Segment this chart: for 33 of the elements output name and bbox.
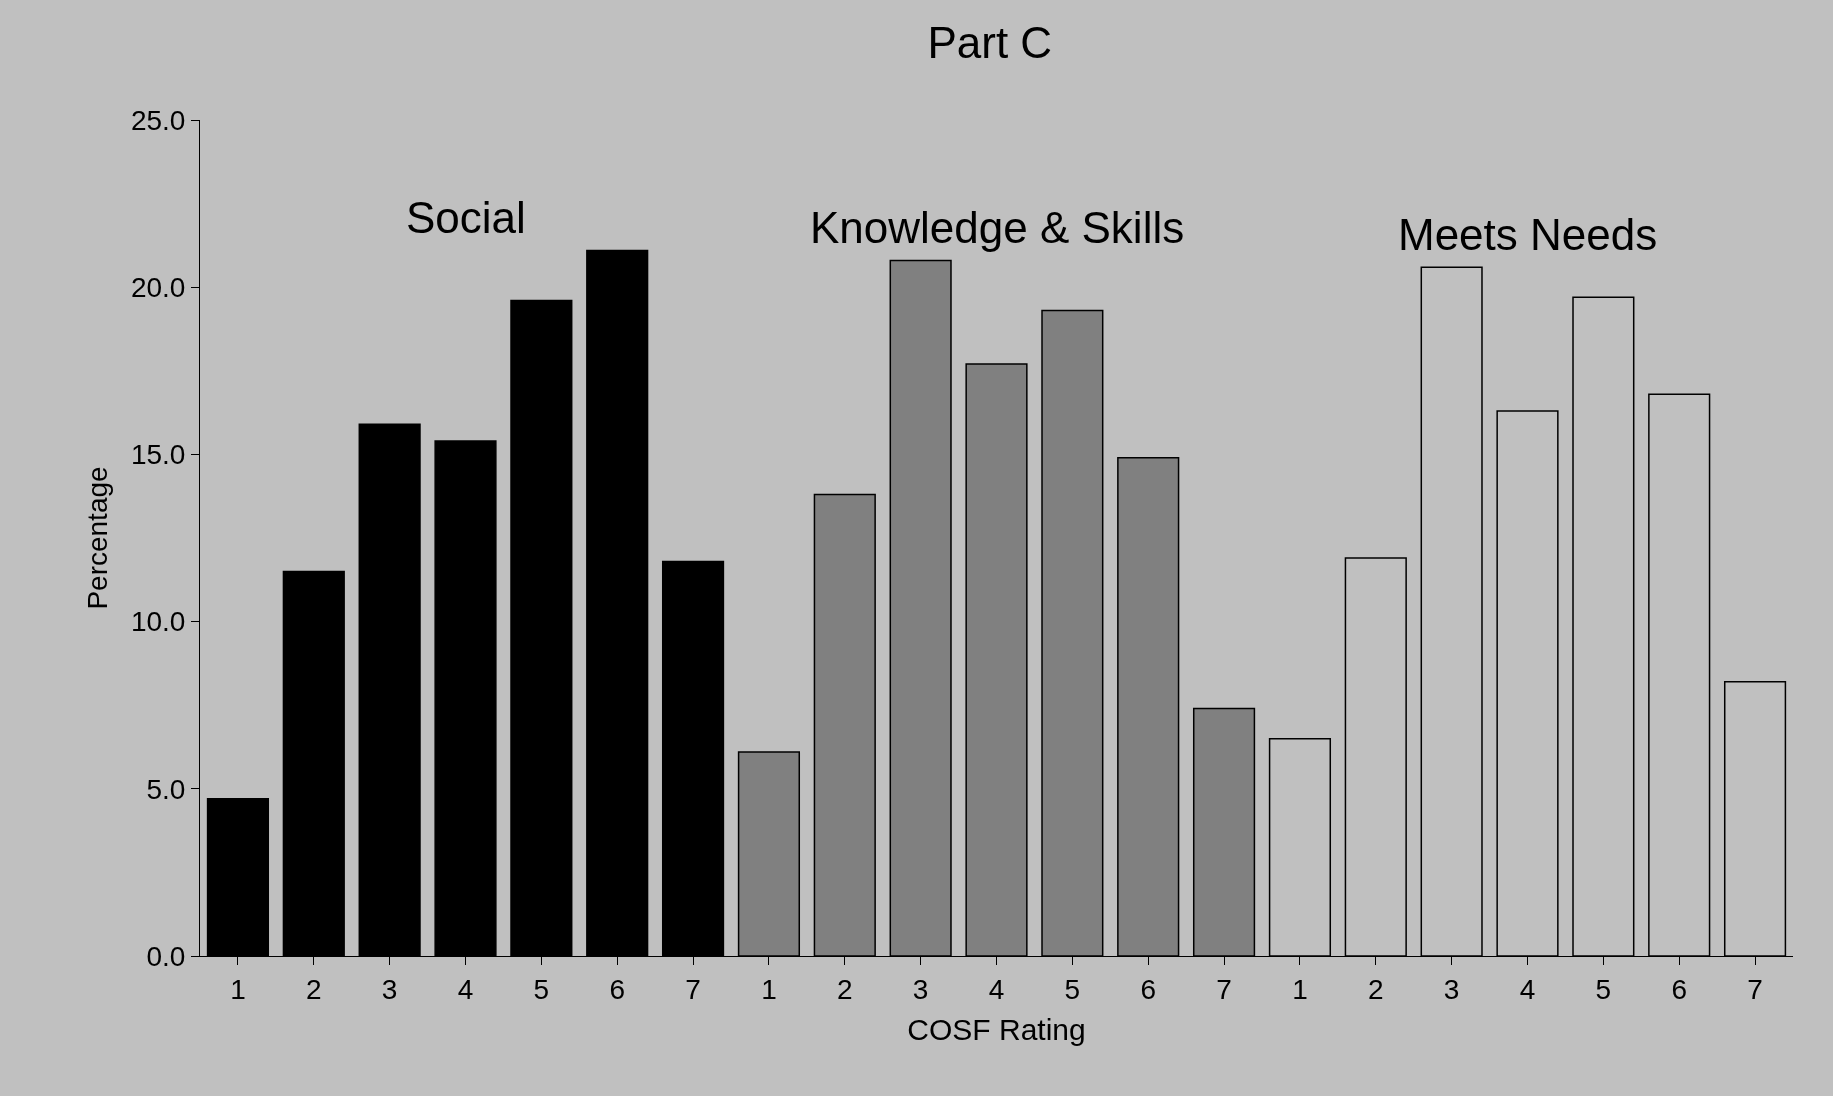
y-axis-title: Percentage [81, 466, 113, 610]
x-tick-label: 6 [1671, 973, 1687, 1005]
x-tick-label: 3 [381, 973, 398, 1005]
x-tick-label: 7 [1747, 973, 1763, 1005]
x-tick-label: 3 [912, 973, 929, 1005]
x-tick-label: 2 [306, 973, 322, 1005]
x-tick-label: 5 [533, 973, 550, 1005]
y-tick-label: 25.0 [130, 104, 186, 136]
series-label: Meets Needs [1398, 210, 1658, 259]
x-tick-label: 1 [761, 973, 777, 1005]
chart-title: Part C [927, 18, 1053, 68]
y-tick-label: 0.0 [146, 940, 186, 972]
x-tick-label: 3 [1443, 973, 1460, 1005]
x-tick-label: 4 [988, 973, 1005, 1005]
y-tick-label: 10.0 [130, 606, 186, 638]
x-tick-label: 4 [1519, 973, 1536, 1005]
x-tick-label: 5 [1064, 973, 1081, 1005]
x-tick-label: 7 [1216, 973, 1232, 1005]
series-label: Knowledge & Skills [810, 203, 1185, 252]
x-tick-label: 4 [457, 973, 474, 1005]
x-tick-label: 1 [1292, 973, 1308, 1005]
series-label: Social [406, 193, 526, 242]
x-tick-label: 2 [837, 973, 853, 1005]
x-axis-title: COSF Rating [907, 1013, 1086, 1047]
x-tick-label: 2 [1368, 973, 1384, 1005]
x-tick-label: 6 [609, 973, 625, 1005]
x-tick-label: 5 [1595, 973, 1612, 1005]
y-tick-label: 15.0 [130, 439, 186, 471]
x-tick-label: 1 [230, 973, 246, 1005]
x-tick-label: 7 [685, 973, 701, 1005]
y-tick-label: 20.0 [130, 272, 186, 303]
y-tick-label: 5.0 [146, 773, 186, 805]
x-tick-label: 6 [1140, 973, 1156, 1005]
